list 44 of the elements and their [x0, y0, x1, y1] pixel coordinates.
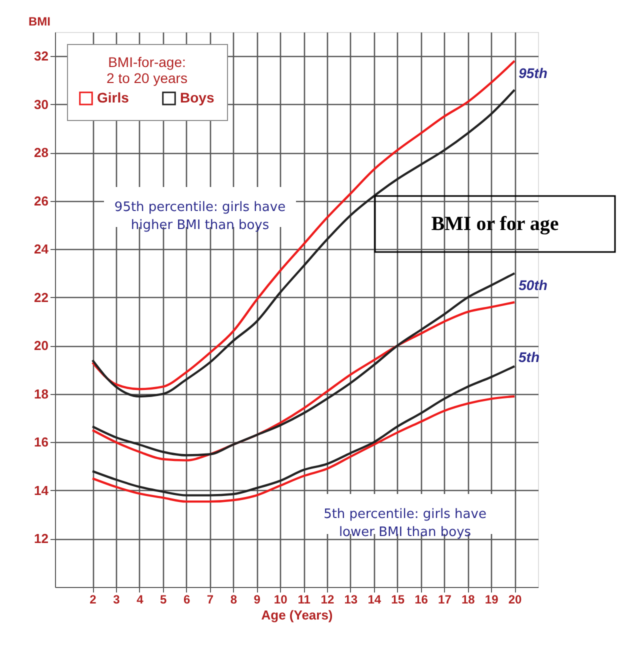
line-series [91, 301, 516, 462]
line-series [91, 365, 516, 496]
y-tick-label: 20 [34, 338, 48, 354]
y-tick-label: 30 [34, 96, 48, 112]
legend-label: Girls [97, 89, 130, 106]
annotation: 5th [518, 349, 540, 365]
line-series [91, 272, 516, 456]
y-tick-label: 16 [34, 434, 48, 450]
y-tick-label: 22 [34, 290, 48, 305]
y-tick-label: 28 [34, 145, 48, 160]
x-tick-label: 11 [298, 592, 311, 606]
y-tick-label: 26 [34, 193, 48, 208]
x-tick-label: 18 [461, 592, 476, 606]
x-axis-title: Age (Years) [261, 608, 333, 622]
y-tick-label: 18 [34, 386, 48, 402]
legend-title: BMI-for-age: 2 to 20 years [106, 54, 188, 86]
line-series [91, 395, 516, 503]
x-tick-label: 17 [438, 592, 452, 606]
x-tick-label: 10 [274, 592, 288, 606]
y-tick-label: 14 [34, 482, 50, 498]
annotation: 5th percentile: girls have lower BMI than boys [324, 507, 486, 540]
y-tick-label: 24 [34, 242, 50, 257]
x-tick-label: 3 [113, 592, 120, 606]
x-tick-label: 15 [391, 592, 405, 606]
x-tick-label: 12 [320, 592, 334, 606]
x-tick-label: 16 [414, 592, 428, 606]
annotation: 50th [518, 277, 548, 293]
y-tick-label: 12 [34, 531, 48, 546]
y-tick-label: 32 [34, 48, 48, 64]
annotation: 95th [518, 65, 548, 81]
legend-label: Boys [180, 89, 214, 106]
x-tick-label: 5 [160, 592, 168, 606]
x-tick-label: 20 [508, 592, 522, 606]
x-tick-label: 14 [368, 592, 382, 606]
x-tick-label: 2 [90, 592, 97, 606]
x-tick-label: 6 [183, 592, 190, 606]
x-tick-label: 7 [206, 592, 214, 606]
x-tick-label: 4 [136, 592, 144, 606]
x-tick-label: 13 [344, 592, 358, 606]
y-axis-title: BMI [28, 14, 50, 28]
x-tick-label: 19 [484, 592, 499, 606]
x-tick-label: 9 [254, 592, 261, 606]
annotation: 95th percentile: girls have higher BMI than boys [114, 200, 286, 233]
x-tick-label: 8 [230, 592, 238, 606]
